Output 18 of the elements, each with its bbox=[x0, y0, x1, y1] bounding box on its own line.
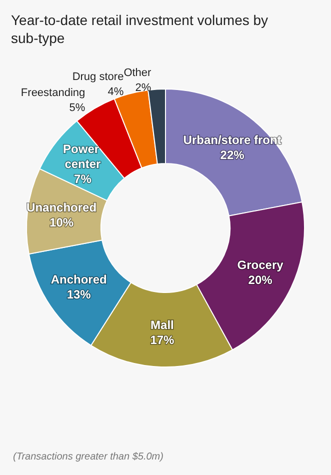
slice-label: Other bbox=[124, 66, 152, 79]
data-label: 7% bbox=[74, 172, 92, 186]
slice-label: Power center bbox=[63, 142, 102, 171]
data-label: 5% bbox=[69, 102, 86, 114]
data-label: 17% bbox=[150, 333, 175, 348]
slice-label: Mall bbox=[150, 318, 174, 332]
data-label: 10% bbox=[50, 215, 74, 230]
slice-label: Freestanding bbox=[20, 87, 86, 100]
data-label: 2% bbox=[135, 82, 152, 94]
data-label: 20% bbox=[248, 273, 273, 288]
chart-title: Year-to-date retail investment volumes by sub-type bbox=[11, 12, 272, 46]
data-label: 22% bbox=[220, 148, 245, 162]
text: (Transactions greater than $5.0m) bbox=[13, 452, 164, 462]
slice-label: Drug store bbox=[72, 71, 124, 84]
data-label: 4% bbox=[108, 86, 124, 98]
slice-label: Anchored bbox=[50, 272, 107, 286]
data-label: 13% bbox=[66, 287, 92, 302]
slice-label: Grocery bbox=[237, 258, 284, 272]
